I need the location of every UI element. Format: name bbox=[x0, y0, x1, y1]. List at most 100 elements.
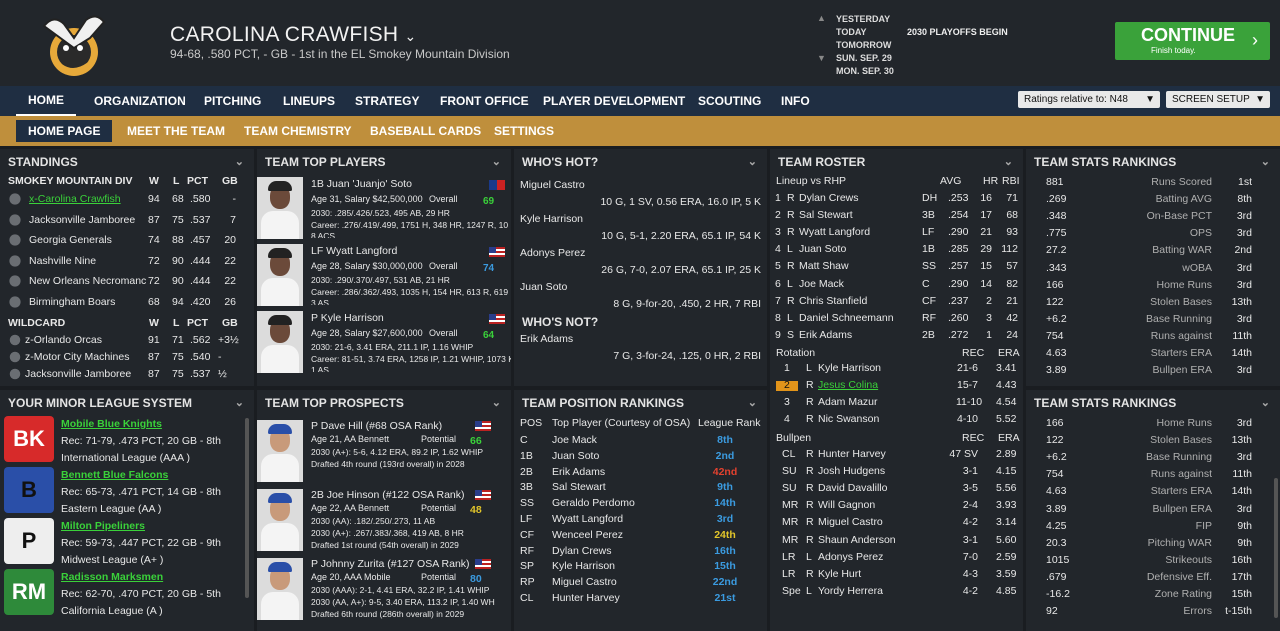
player-name[interactable]: Erik Adams bbox=[552, 465, 606, 478]
player-name[interactable]: Wyatt Langford bbox=[799, 226, 871, 239]
chevron-down-icon[interactable]: ⌄ bbox=[234, 156, 244, 168]
bullpen-row[interactable]: MR R Shaun Anderson 3-1 5.60 bbox=[770, 532, 1023, 549]
subnav-team-chemistry[interactable]: TEAM CHEMISTRY bbox=[244, 124, 352, 138]
bullpen-row[interactable]: MR R Will Gagnon 2-4 3.93 bbox=[770, 497, 1023, 514]
player-name[interactable]: Erik Adams bbox=[799, 328, 853, 341]
chevron-down-icon[interactable]: ⌄ bbox=[404, 28, 417, 44]
rotation-row[interactable]: 1 L Kyle Harrison 21-6 3.41 bbox=[770, 360, 1023, 377]
player-name[interactable]: Miguel Castro bbox=[818, 516, 883, 529]
bullpen-row[interactable]: LR R Kyle Hurt 4-3 3.59 bbox=[770, 566, 1023, 583]
position-row[interactable]: 2B Erik Adams 42nd bbox=[514, 464, 767, 481]
position-row[interactable]: RP Miguel Castro 22nd bbox=[514, 574, 767, 591]
player-name[interactable]: Hunter Harvey bbox=[818, 448, 886, 460]
lineup-row[interactable]: 6 L Joe Mack C .290 14 82 bbox=[770, 276, 1023, 293]
chevron-down-icon[interactable]: ⌄ bbox=[491, 156, 501, 168]
team-link[interactable]: Jacksonville Jamboree bbox=[25, 368, 132, 380]
wildcard-row[interactable]: Jacksonville Jamboree 87 75 .537 ½ bbox=[0, 366, 254, 383]
nav-pitching[interactable]: PITCHING bbox=[204, 94, 262, 108]
player-portrait[interactable] bbox=[257, 311, 303, 373]
nav-strategy[interactable]: STRATEGY bbox=[355, 94, 420, 108]
team-link[interactable]: Milton Pipeliners bbox=[61, 520, 146, 532]
date-item[interactable]: MON. SEP. 30 bbox=[836, 66, 894, 76]
player-name[interactable]: 1B Juan 'Juanjo' Soto bbox=[311, 178, 412, 190]
prospect-name[interactable]: P Dave Hill (#68 OSA Rank) bbox=[311, 420, 443, 432]
player-name[interactable]: Chris Stanfield bbox=[799, 294, 868, 307]
standings-row[interactable]: New Orleans Necromanc 72 90 .444 22 bbox=[0, 273, 254, 290]
player-name[interactable]: Kyle Harrison bbox=[520, 213, 584, 225]
date-item[interactable]: TOMORROW bbox=[836, 40, 892, 50]
player-name[interactable]: Joe Mack bbox=[799, 277, 844, 290]
standings-row[interactable]: Nashville Nine 72 90 .444 22 bbox=[0, 253, 254, 270]
subnav-settings[interactable]: SETTINGS bbox=[494, 124, 555, 138]
chevron-down-icon[interactable]: ⌄ bbox=[1003, 156, 1013, 168]
rotation-row[interactable]: 4 R Nic Swanson 4-10 5.52 bbox=[770, 411, 1023, 428]
standings-row[interactable]: Georgia Generals 74 88 .457 20 bbox=[0, 232, 254, 249]
player-name[interactable]: Juan Soto bbox=[552, 449, 600, 462]
standings-row[interactable]: Birmingham Boars 68 94 .420 26 bbox=[0, 294, 254, 311]
nav-player-development[interactable]: PLAYER DEVELOPMENT bbox=[543, 94, 686, 108]
continue-button[interactable]: CONTINUE Finish today. › bbox=[1115, 22, 1270, 60]
player-name[interactable]: Joe Mack bbox=[552, 434, 597, 446]
date-item[interactable]: YESTERDAY bbox=[836, 14, 891, 24]
position-row[interactable]: SS Geraldo Perdomo 14th bbox=[514, 495, 767, 512]
player-name[interactable]: Geraldo Perdomo bbox=[552, 497, 635, 510]
player-name[interactable]: Yordy Herrera bbox=[818, 584, 883, 597]
date-list[interactable]: YESTERDAY TODAY TOMORROW SUN. SEP. 29 MO… bbox=[836, 13, 894, 78]
wildcard-row[interactable]: z-Orlando Orcas 91 71 .562 +3½ bbox=[0, 332, 254, 349]
prospect-portrait[interactable] bbox=[257, 558, 303, 620]
nav-front-office[interactable]: FRONT OFFICE bbox=[440, 94, 529, 108]
bullpen-row[interactable]: Spe L Yordy Herrera 4-2 4.85 bbox=[770, 583, 1023, 600]
bullpen-row[interactable]: LR L Adonys Perez 7-0 2.59 bbox=[770, 549, 1023, 566]
team-link[interactable]: Birmingham Boars bbox=[29, 295, 116, 308]
player-name[interactable]: Adonys Perez bbox=[520, 247, 586, 259]
team-link[interactable]: Radisson Marksmen bbox=[61, 571, 164, 583]
chevron-down-icon[interactable]: ⌄ bbox=[491, 397, 501, 409]
scrollbar[interactable] bbox=[245, 418, 249, 598]
player-name[interactable]: Sal Stewart bbox=[799, 209, 853, 222]
nav-organization[interactable]: ORGANIZATION bbox=[94, 94, 186, 108]
team-name[interactable]: CAROLINA CRAWFISH ⌄ bbox=[170, 23, 417, 46]
nav-home[interactable]: HOME bbox=[16, 86, 76, 116]
team-logo[interactable]: RM bbox=[4, 569, 54, 615]
player-name[interactable]: Sal Stewart bbox=[552, 481, 606, 494]
player-name[interactable]: LF Wyatt Langford bbox=[311, 245, 398, 257]
prospect-name[interactable]: P Johnny Zurita (#127 OSA Rank) bbox=[311, 558, 470, 570]
player-name[interactable]: Adam Mazur bbox=[818, 396, 878, 409]
team-link[interactable]: Georgia Generals bbox=[29, 234, 112, 246]
player-name[interactable]: Will Gagnon bbox=[818, 499, 876, 512]
position-row[interactable]: 3B Sal Stewart 9th bbox=[514, 479, 767, 496]
team-link[interactable]: Mobile Blue Knights bbox=[61, 418, 162, 430]
player-portrait[interactable] bbox=[257, 244, 303, 306]
scrollbar[interactable] bbox=[1274, 478, 1278, 618]
rotation-row[interactable]: 3 R Adam Mazur 11-10 4.54 bbox=[770, 394, 1023, 411]
chevron-down-icon[interactable]: ⌄ bbox=[234, 397, 244, 409]
player-name[interactable]: Hunter Harvey bbox=[552, 592, 620, 604]
prospect-portrait[interactable] bbox=[257, 489, 303, 551]
player-name[interactable]: Nic Swanson bbox=[818, 413, 880, 426]
lineup-row[interactable]: 7 R Chris Stanfield CF .237 2 21 bbox=[770, 293, 1023, 310]
subnav-baseball-cards[interactable]: BASEBALL CARDS bbox=[370, 124, 482, 138]
chevron-down-icon[interactable]: ⌄ bbox=[1260, 397, 1270, 409]
chevron-down-icon[interactable]: ⌄ bbox=[747, 156, 757, 168]
team-link[interactable]: Jacksonville Jamboree bbox=[29, 213, 136, 226]
player-name[interactable]: Dylan Crews bbox=[799, 192, 859, 204]
date-item[interactable]: SUN. SEP. 29 bbox=[836, 53, 892, 63]
player-name[interactable]: Adonys Perez bbox=[818, 550, 884, 563]
player-name[interactable]: Juan Soto bbox=[520, 281, 568, 293]
player-name[interactable]: Josh Hudgens bbox=[818, 465, 886, 478]
team-logo[interactable]: B bbox=[4, 467, 54, 513]
standings-row[interactable]: x-Carolina Crawfish 94 68 .580 - bbox=[0, 191, 254, 208]
player-name[interactable]: Jesus Colina bbox=[818, 379, 879, 392]
lineup-row[interactable]: 5 R Matt Shaw SS .257 15 57 bbox=[770, 258, 1023, 275]
lineup-row[interactable]: 3 R Wyatt Langford LF .290 21 93 bbox=[770, 224, 1023, 241]
player-name[interactable]: Miguel Castro bbox=[552, 576, 617, 589]
nav-info[interactable]: INFO bbox=[781, 94, 810, 108]
position-row[interactable]: SP Kyle Harrison 15th bbox=[514, 558, 767, 575]
position-row[interactable]: 1B Juan Soto 2nd bbox=[514, 448, 767, 465]
lineup-row[interactable]: 1 R Dylan Crews DH .253 16 71 bbox=[770, 190, 1023, 207]
player-name[interactable]: Miguel Castro bbox=[520, 179, 585, 191]
position-row[interactable]: LF Wyatt Langford 3rd bbox=[514, 511, 767, 528]
bullpen-row[interactable]: MR R Miguel Castro 4-2 3.14 bbox=[770, 514, 1023, 531]
lineup-row[interactable]: 4 L Juan Soto 1B .285 29 112 bbox=[770, 241, 1023, 258]
prospect-portrait[interactable] bbox=[257, 420, 303, 482]
